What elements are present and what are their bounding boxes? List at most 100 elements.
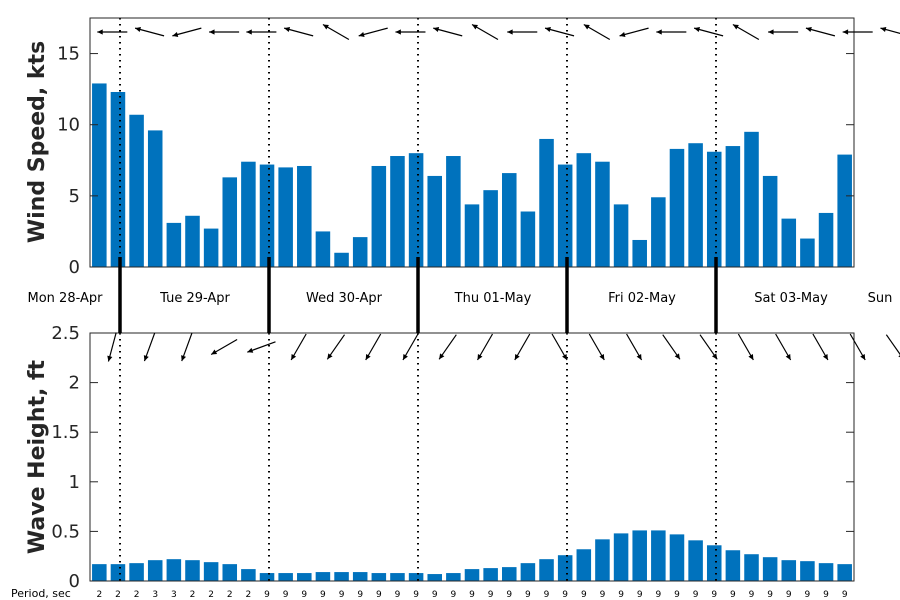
period-value: 2 [227,590,233,600]
day-label: Mon 28-Apr [28,291,104,306]
y-tick-label: 0 [69,257,80,278]
direction-arrow-icon [737,333,754,361]
wave-bar [222,564,238,581]
period-value: 9 [339,590,345,600]
direction-arrow-icon [97,29,128,35]
period-axis-label: Period, sec [11,587,71,600]
wind-bar [92,83,107,267]
direction-arrow-icon [583,23,611,41]
period-value: 9 [413,590,419,600]
direction-arrow-icon [143,332,156,362]
wind-bar [800,238,815,267]
wave-bar [520,563,536,581]
wave-bar [185,560,200,581]
wave-bar [129,563,144,581]
period-value: 9 [767,590,773,600]
period-value: 9 [544,590,550,600]
wind-bar [278,167,293,267]
direction-arrow-icon [619,27,649,38]
period-value: 9 [842,590,848,600]
period-value: 9 [264,590,270,600]
direction-arrow-icon [880,26,900,34]
wind-bar [427,175,442,267]
wind-bar [315,231,331,267]
axes-box [89,332,855,582]
y-tick-label: 5 [69,186,80,207]
direction-arrow-icon [395,29,426,35]
period-value: 3 [152,590,158,600]
period-value: 9 [823,590,829,600]
wave-bar [297,573,312,581]
y-tick-label: 0 [69,571,80,592]
y-tick-label: 15 [57,44,80,65]
wave-bar [203,562,219,581]
direction-arrow-icon [322,23,350,41]
direction-arrow-icon [326,334,346,360]
wave-bar [613,533,629,581]
period-value: 9 [320,590,326,600]
wind-bar [557,164,573,267]
period-value: 9 [432,590,438,600]
wave-bar [762,557,778,581]
period-value: 9 [506,590,512,600]
wind-bar [352,237,368,267]
wind-bar [837,154,852,267]
y-tick-label: 1 [69,472,80,493]
wave-bar [483,568,498,581]
wave-bar [446,573,461,581]
wind-bar [744,131,759,267]
direction-arrow-icon [172,27,202,38]
direction-arrow-icon [358,27,388,38]
direction-arrow-icon [812,333,829,361]
direction-arrow-icon [433,26,463,37]
direction-arrow-icon [885,334,900,358]
wind-bar [595,161,610,267]
wind-bar [762,175,778,267]
y-tick-label: 10 [57,115,80,136]
period-value: 2 [208,590,214,600]
wave-bar [241,569,256,581]
period-value: 2 [134,590,140,600]
wind-bar [483,190,498,267]
wind-speed-panel: 0 5 10 15 Wind Speed, kts [25,17,900,278]
direction-arrow-icon [544,26,575,37]
wave-bar [781,560,797,581]
wave-bar [464,569,480,581]
wind-bar [185,215,200,267]
period-value: 9 [450,590,456,600]
period-value: 2 [190,590,196,600]
wind-bar [110,91,126,267]
wind-bar [669,148,685,267]
period-value: 9 [805,590,811,600]
period-value: 9 [357,590,363,600]
y-tick-label: 0.5 [51,521,80,542]
period-value: 9 [469,590,475,600]
wave-bar [837,564,852,581]
wave-bar [800,561,815,581]
wind-bar [818,212,834,267]
wind-bar [613,204,629,267]
wave-bar [725,550,741,581]
wind-bar [464,204,480,267]
wind-bar [203,228,219,267]
period-value: 9 [525,590,531,600]
wind-bar [241,161,256,267]
wave-bar [259,573,275,581]
wind-bar [725,146,741,267]
period-value: 9 [693,590,699,600]
wave-bar [632,530,647,581]
period-value: 3 [171,590,177,600]
wave-bar [92,564,107,581]
period-value: 9 [581,590,587,600]
wind-bar [781,218,797,267]
direction-arrow-icon [662,334,681,360]
axes-box [89,17,855,268]
y-axis-title: Wind Speed, kts [25,41,50,243]
wind-bar [297,165,312,267]
wind-bar [651,197,666,267]
direction-arrow-icon [247,341,276,353]
day-label: Wed 30-Apr [306,291,383,306]
direction-arrow-icon [656,29,687,35]
wave-bar [110,564,126,581]
period-value: 9 [562,590,568,600]
